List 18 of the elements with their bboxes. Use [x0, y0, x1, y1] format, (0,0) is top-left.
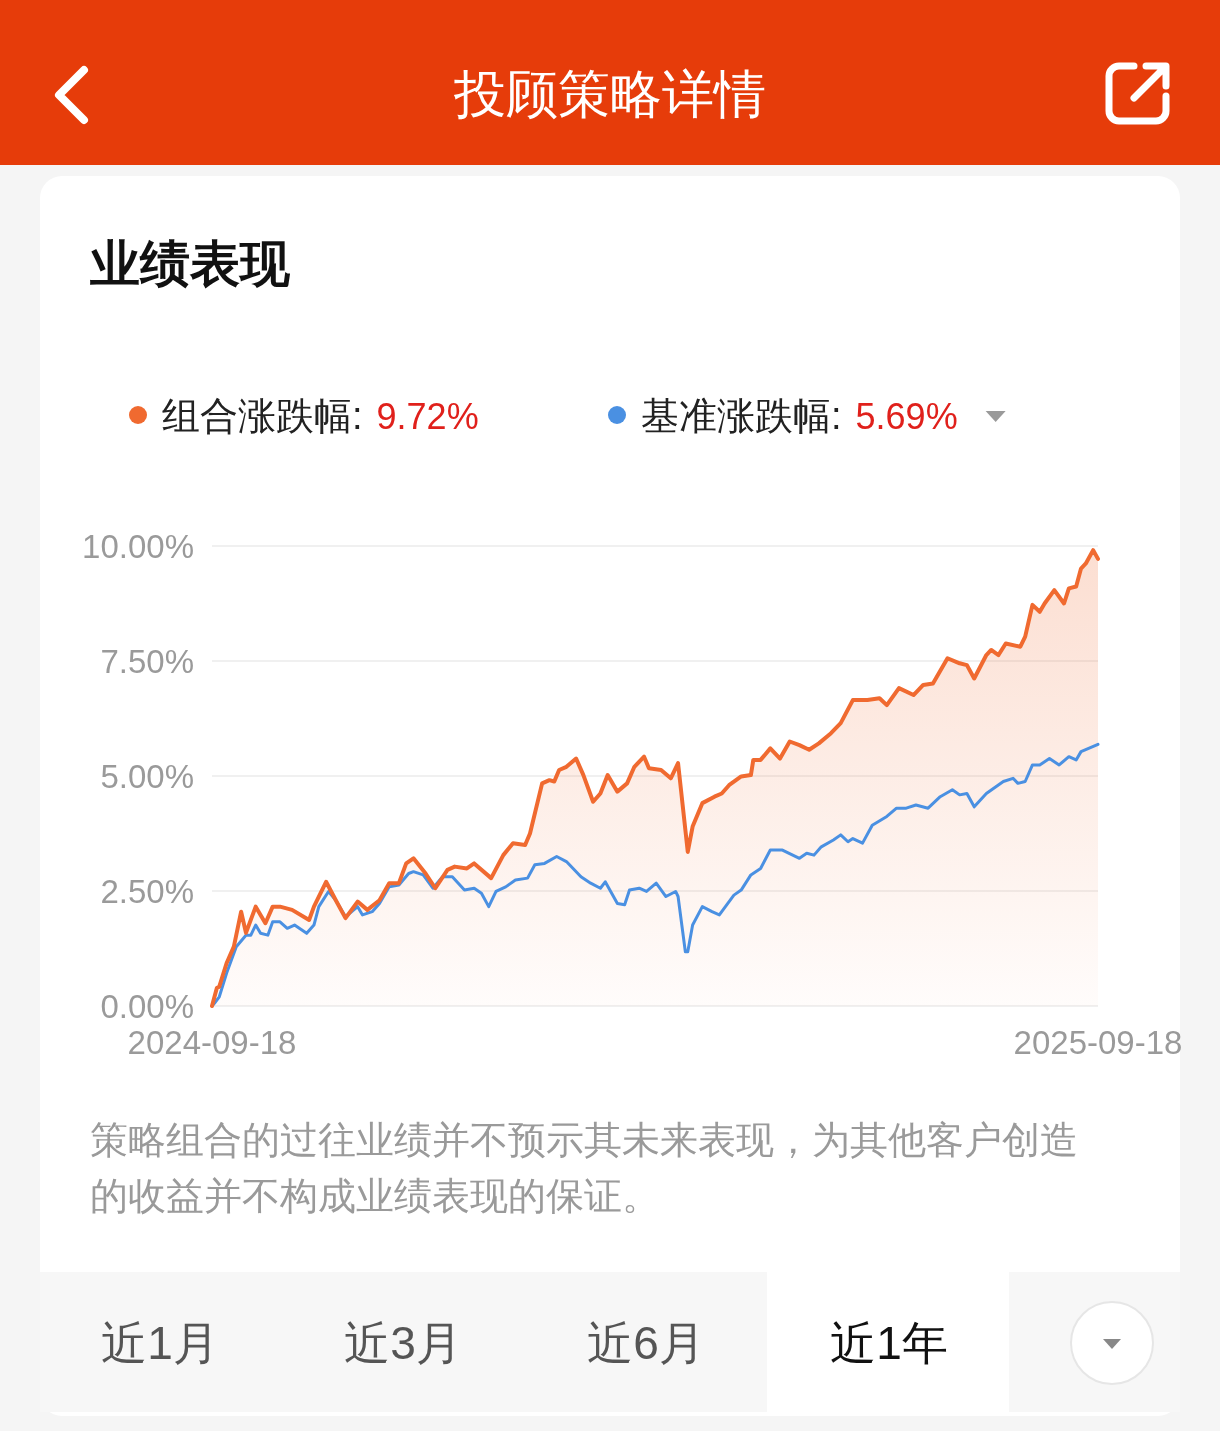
legend-label: 基准涨跌幅:	[641, 395, 842, 437]
text: 近1年	[830, 1317, 948, 1369]
text: 5.69%	[855, 396, 958, 437]
y-tick-label: 7.50%	[100, 642, 194, 680]
y-tick-label: 2.50%	[100, 872, 194, 910]
text: 近1月	[101, 1317, 219, 1369]
chart-subtitle: 业绩表现	[89, 236, 291, 292]
text: 近3月	[344, 1317, 462, 1369]
legend-label: 组合涨跌幅:	[162, 395, 363, 437]
x-tick-label: 2025-09-18	[1013, 1024, 1183, 1061]
y-tick-label: 5.00%	[100, 757, 194, 795]
text: 9.72%	[376, 396, 479, 437]
chart-title: 投顾策略详情	[453, 65, 766, 123]
text: 策略组合的过往业绩并不预示其未来表现，为其他客户创造的收益并不构成业绩表现的保证。	[90, 1118, 1079, 1219]
x-tick-label: 2024-09-18	[127, 1024, 297, 1061]
text: 近6月	[587, 1317, 705, 1369]
y-tick-label: 10.00%	[82, 527, 194, 565]
y-tick-label: 0.00%	[100, 987, 194, 1025]
